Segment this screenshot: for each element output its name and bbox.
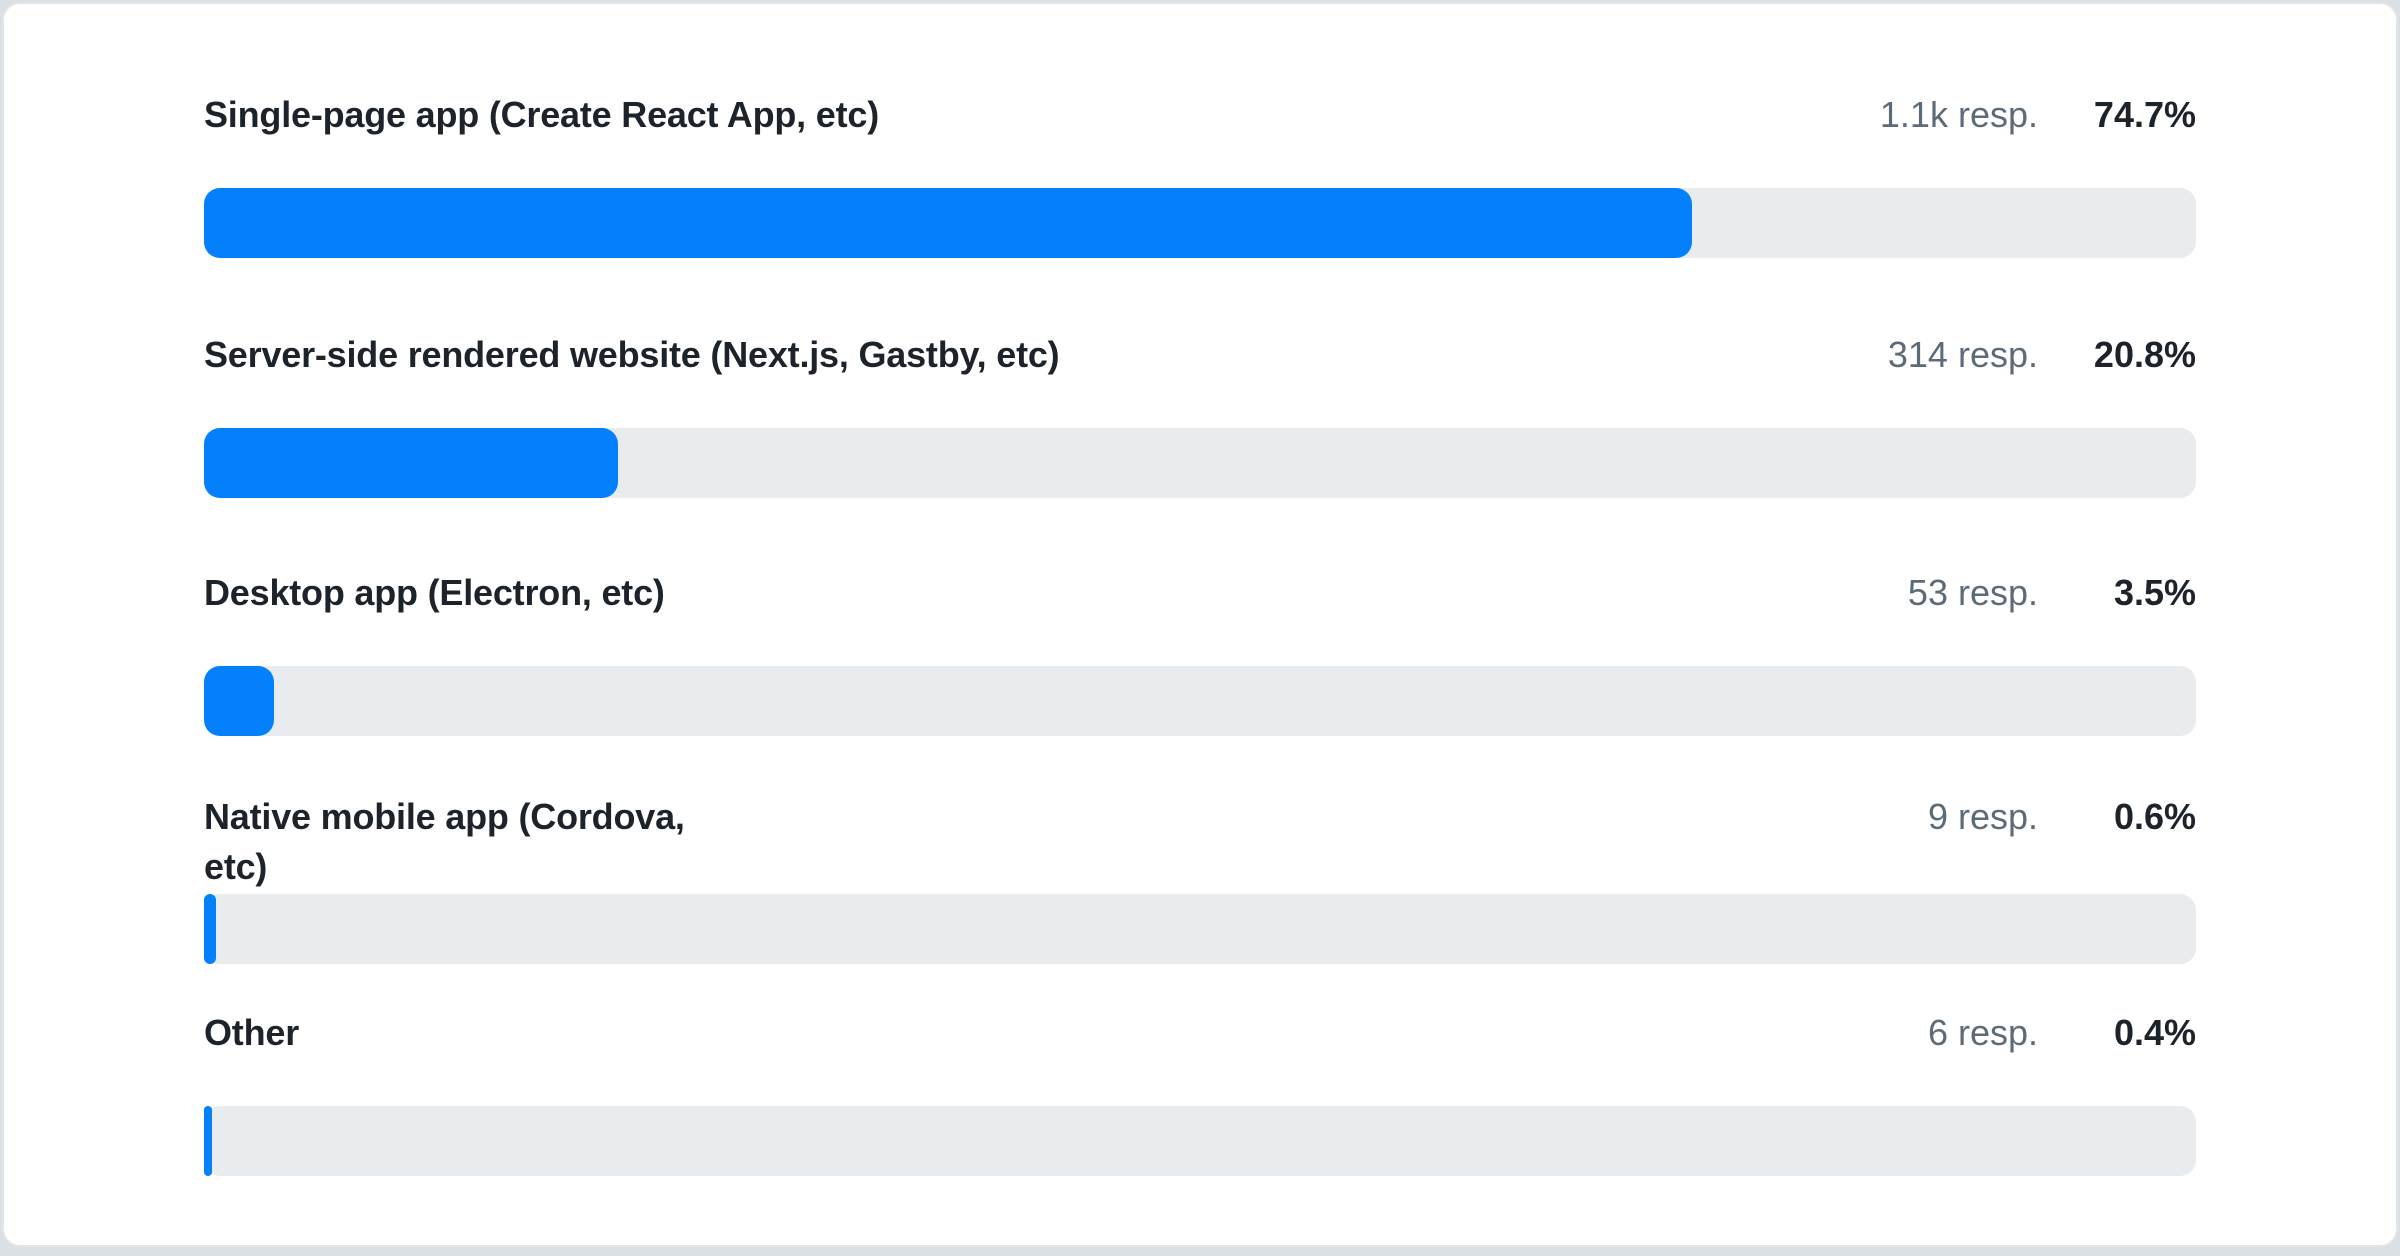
bar-row-server-side-rendered: Server-side rendered website (Next.js, G… (204, 330, 2196, 498)
row-header: Server-side rendered website (Next.js, G… (204, 330, 2196, 380)
bar-row-single-page-app: Single-page app (Create React App, etc) … (204, 90, 2196, 258)
percent-value: 3.5% (2113, 572, 2196, 613)
percent-value: 0.4% (2113, 1012, 2196, 1053)
bar-fill (204, 666, 274, 736)
bar-track (204, 1106, 2196, 1176)
row-header: Other 6 resp. 0.4% (204, 1008, 2196, 1058)
category-label: Server-side rendered website (Next.js, G… (204, 334, 1060, 375)
bar-fill (204, 894, 216, 964)
bar-fill (204, 428, 619, 498)
row-values: 6 resp. 0.4% (1928, 1008, 2196, 1058)
bar-row-other: Other 6 resp. 0.4% (204, 1008, 2196, 1176)
response-count: 314 resp. (1887, 334, 2038, 375)
response-count: 1.1k resp. (1879, 94, 2038, 135)
row-values: 9 resp. 0.6% (1928, 792, 2196, 842)
response-count: 53 resp. (1907, 572, 2038, 613)
row-values: 1.1k resp. 74.7% (1880, 90, 2196, 140)
bar-track (204, 666, 2196, 736)
row-values: 53 resp. 3.5% (1908, 568, 2196, 618)
response-count: 9 resp. (1927, 796, 2038, 837)
category-label: Single-page app (Create React App, etc) (204, 94, 880, 135)
bar-track (204, 428, 2196, 498)
bar-track (204, 894, 2196, 964)
percent-value: 0.6% (2113, 796, 2196, 837)
row-values: 314 resp. 20.8% (1888, 330, 2196, 380)
row-header: Single-page app (Create React App, etc) … (204, 90, 2196, 140)
bar-row-desktop-app: Desktop app (Electron, etc) 53 resp. 3.5… (204, 568, 2196, 736)
row-header: Native mobile app (Cordova, etc) 9 resp.… (204, 792, 2196, 892)
percent-value: 20.8% (2093, 334, 2196, 375)
bar-fill (204, 1106, 212, 1176)
response-count: 6 resp. (1927, 1012, 2038, 1053)
category-label: Desktop app (Electron, etc) (204, 572, 665, 613)
bar-row-native-mobile-app: Native mobile app (Cordova, etc) 9 resp.… (204, 792, 2196, 964)
bar-fill (204, 188, 1693, 258)
category-label: Native mobile app (Cordova, etc) (204, 796, 685, 887)
percent-value: 74.7% (2093, 94, 2196, 135)
category-label: Other (204, 1012, 300, 1053)
bar-track (204, 188, 2196, 258)
row-header: Desktop app (Electron, etc) 53 resp. 3.5… (204, 568, 2196, 618)
